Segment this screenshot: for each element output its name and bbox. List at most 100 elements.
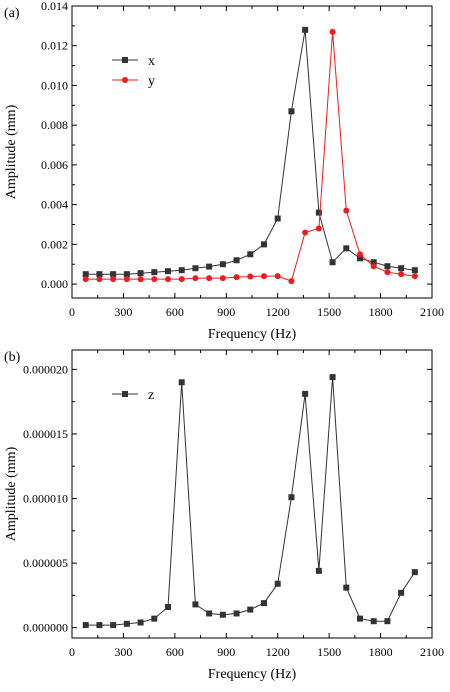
data-point-z [110,622,117,629]
legend-marker-y [122,77,128,83]
x-tick-label: 1500 [317,305,341,319]
data-point-y [137,276,144,283]
data-point-y [82,276,89,283]
series-line-y [85,31,415,282]
data-point-y [192,275,199,282]
data-point-z [261,600,267,607]
data-point-x [219,261,226,268]
y-tick-label: 0.014 [41,0,68,13]
y-tick-label: 0.000000 [23,621,68,635]
data-point-x [384,263,391,270]
data-point-x [411,267,418,274]
data-point-y [165,276,171,283]
x-tick-label: 300 [114,305,132,319]
y-tick-label: 0.000005 [23,556,68,570]
data-point-z [370,618,377,625]
x-tick-label: 600 [166,305,184,319]
data-point-y [329,28,336,35]
x-tick-label: 2100 [420,645,444,659]
data-point-x [274,215,281,222]
y-tick-label: 0.010 [41,78,68,92]
data-point-z [233,610,240,617]
data-point-z [165,604,171,611]
data-point-x [137,270,144,277]
data-point-y [233,274,240,281]
data-point-y [274,273,281,280]
data-point-x [165,268,171,275]
data-point-z [219,611,226,618]
y-axis-title: Amplitude (mm) [4,446,19,541]
data-point-y [261,273,267,280]
data-point-y [398,271,405,278]
data-point-y [343,207,350,214]
series-line-z [85,377,416,626]
legend-label-y: y [148,74,155,89]
data-point-z [247,606,254,613]
y-tick-label: 0.012 [41,39,68,53]
data-point-x [151,269,158,276]
data-point-z [357,615,363,622]
data-point-z [178,379,185,386]
data-point-x [247,251,254,258]
legend-marker-z [122,391,128,397]
data-point-z [206,610,213,617]
panel-label: (b) [4,350,21,365]
data-point-y [357,251,363,258]
data-point-z [398,589,405,596]
x-tick-label: 1800 [369,305,393,319]
data-point-y [411,273,418,280]
data-point-y [110,276,117,283]
x-tick-label: 0 [69,645,75,659]
data-point-z [151,615,158,622]
y-tick-label: 0.004 [41,198,68,212]
data-point-y [302,229,309,236]
data-point-z [384,618,391,625]
data-point-y [315,225,322,232]
data-point-x [178,267,185,274]
data-point-z [96,622,103,629]
data-point-z [192,601,199,608]
data-point-y [370,263,377,270]
y-tick-label: 0.000 [41,277,68,291]
data-point-z [343,584,350,591]
data-point-x [370,259,377,266]
legend-label-x: x [148,54,155,69]
data-point-x [82,271,89,278]
data-point-z [82,622,89,629]
data-point-z [315,567,322,574]
data-point-x [96,271,103,278]
data-point-y [178,276,185,283]
panel-label: (a) [4,6,20,21]
data-point-z [329,374,336,381]
y-axis-title: Amplitude (mm) [4,104,19,199]
data-point-x [302,26,309,33]
legend-label-z: z [148,388,154,403]
data-point-x [357,255,363,262]
x-tick-label: 300 [114,645,132,659]
data-point-x [398,265,405,272]
data-point-z [288,494,295,501]
data-point-y [384,269,391,276]
data-point-y [151,276,158,283]
data-point-z [137,619,144,626]
x-tick-label: 900 [217,645,235,659]
data-point-x [343,245,350,252]
chart-panel-b: 0 300 600 900 1200 1500 1800 2100 0.000000 0.0000… [4,349,444,682]
y-tick-label: 0.002 [41,237,68,251]
legend-marker-x [122,57,128,63]
data-point-z [302,390,309,397]
x-axis-title: Frequency (Hz) [208,327,297,342]
data-point-y [219,275,226,282]
data-point-z [123,620,130,627]
data-point-y [206,275,213,282]
data-point-x [288,108,295,115]
y-tick-label: 0.000020 [23,362,68,376]
y-tick-label: 0.000015 [23,427,68,441]
x-tick-label: 1200 [266,645,290,659]
x-tick-label: 2100 [420,305,444,319]
y-tick-label: 0.008 [41,118,68,132]
y-tick-label: 0.006 [41,158,68,172]
x-tick-label: 0 [69,305,75,319]
x-tick-label: 1800 [369,645,393,659]
